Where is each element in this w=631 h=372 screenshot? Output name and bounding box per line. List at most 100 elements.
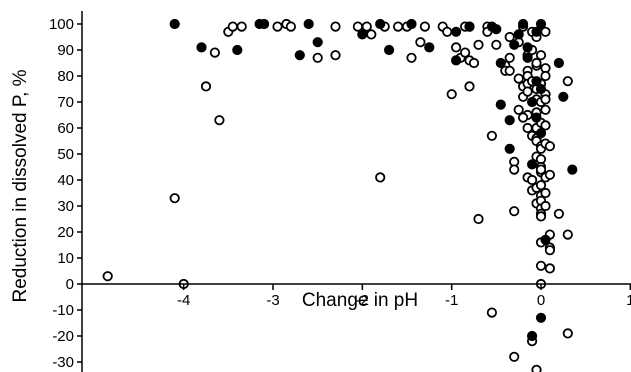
x-tick-label: -4 (177, 292, 190, 309)
open-point (562, 76, 573, 87)
open-point (459, 47, 471, 58)
filled-point (535, 128, 547, 139)
filled-point (504, 115, 515, 126)
filled-point (375, 18, 386, 30)
open-point (214, 115, 225, 126)
filled-point (491, 24, 502, 35)
y-tick-label: -10 (52, 302, 74, 319)
filled-point (531, 26, 542, 37)
filled-point (527, 159, 538, 170)
open-point (209, 47, 220, 58)
x-tick-label: -3 (266, 292, 279, 309)
open-point (169, 193, 180, 204)
filled-point (535, 83, 547, 95)
filled-point (535, 18, 547, 30)
open-point (473, 213, 484, 225)
open-point (509, 164, 520, 175)
open-point (562, 229, 573, 240)
y-axis: -30 -20 -10 0 10 20 30 40 50 60 70 80 90 100 (49, 11, 83, 372)
filled-point (540, 234, 551, 245)
filled-point (312, 37, 323, 48)
open-point (517, 112, 529, 123)
open-point (406, 52, 417, 63)
open-point (509, 206, 520, 217)
open-point (540, 120, 551, 131)
filled-point (495, 99, 506, 110)
filled-point (294, 50, 305, 61)
open-point (504, 65, 515, 76)
open-point (442, 26, 453, 37)
y-tick-label: 60 (57, 120, 74, 137)
open-point (330, 21, 341, 32)
open-point (415, 37, 426, 48)
x-axis-title: Change in pH (302, 290, 418, 311)
filled-point (232, 44, 243, 56)
open-point (504, 52, 515, 63)
open-point (491, 39, 502, 50)
open-point (392, 21, 404, 32)
open-point (513, 104, 524, 115)
y-tick-label: 50 (57, 146, 74, 163)
y-tick-label: 30 (57, 198, 74, 215)
filled-point (558, 91, 569, 102)
open-point (562, 328, 573, 339)
y-tick-label: 90 (57, 42, 74, 59)
filled-point (527, 96, 538, 108)
filled-point (553, 57, 565, 69)
open-point (272, 21, 283, 32)
open-point (540, 200, 551, 212)
y-tick-label: 0 (66, 276, 74, 293)
open-point (522, 86, 533, 97)
filled-point (504, 143, 515, 154)
x-axis: -4 -3 -2 -1 0 1 (82, 283, 631, 309)
y-tick-label: 70 (57, 94, 74, 111)
open-point (544, 245, 556, 256)
filled-point (303, 18, 314, 30)
open-point (535, 211, 547, 222)
x-tick-label: 0 (537, 292, 545, 309)
open-point (450, 42, 462, 53)
open-point (513, 73, 524, 84)
open-point (544, 169, 556, 180)
open-point (464, 81, 475, 92)
x-tick-label: -2 (356, 292, 369, 309)
filled-point (531, 76, 542, 87)
filled-point (384, 44, 395, 56)
open-point (531, 364, 542, 372)
open-point (419, 21, 430, 32)
filled-point (567, 164, 578, 175)
open-point (236, 21, 247, 32)
open-point (361, 21, 372, 32)
open-point (522, 122, 533, 134)
filled-point (464, 21, 475, 32)
open-point (486, 307, 497, 318)
filled-point (513, 29, 524, 40)
y-tick-label: 10 (57, 250, 74, 267)
x-tick-label: -1 (445, 292, 458, 309)
filled-point (424, 42, 435, 53)
filled-point (259, 18, 270, 30)
plot-area (102, 18, 578, 372)
filled-point (451, 26, 462, 37)
open-point (366, 29, 377, 40)
x-tick-label: 1 (626, 292, 631, 309)
y-tick-label: 80 (57, 68, 74, 85)
filled-point (531, 112, 542, 123)
filled-point (495, 57, 506, 69)
filled-point (535, 312, 547, 323)
open-point (531, 57, 542, 69)
filled-point (522, 42, 533, 53)
open-point (509, 351, 520, 362)
open-point (468, 57, 480, 69)
y-tick-label: -30 (52, 354, 74, 371)
filled-point (357, 29, 368, 40)
open-point (540, 94, 551, 105)
open-point (540, 26, 551, 37)
open-point (535, 260, 547, 271)
y-tick-label: 100 (49, 16, 74, 33)
filled-point (518, 18, 529, 30)
open-point (535, 50, 547, 61)
open-point (227, 21, 238, 32)
open-point (446, 89, 457, 100)
